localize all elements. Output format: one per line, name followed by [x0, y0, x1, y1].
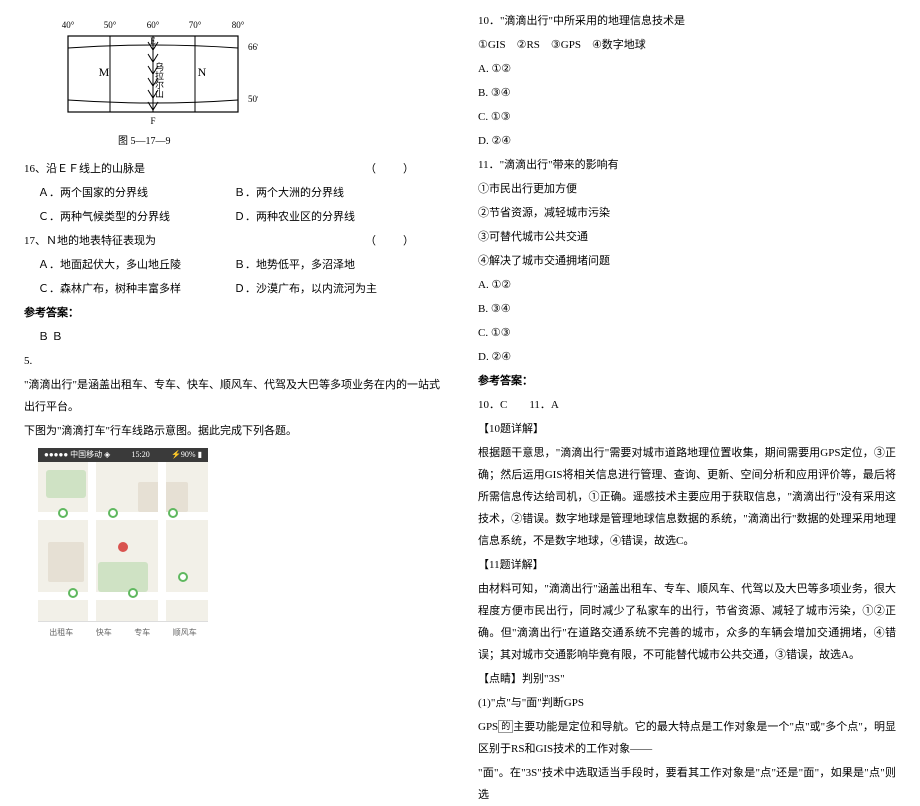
q17-text: 17、Ｎ地的地表特征表现为 — [24, 235, 156, 247]
exp10-head: 【10题详解】 — [478, 418, 896, 440]
status-mid: 15:20 — [132, 447, 150, 463]
tip-head: 【点睛】判别"3S" — [478, 668, 896, 690]
svg-text:80°: 80° — [232, 20, 245, 30]
q11-l3: ③可替代城市公共交通 — [478, 226, 896, 248]
q17-opt-d: Ｄ．沙漠广布，以内流河为主 — [234, 278, 442, 300]
q16-stem: 16、沿ＥＦ线上的山脉是 （ ） — [24, 158, 442, 180]
tip-sub: (1)"点"与"面"判断GPS — [478, 692, 896, 714]
map-body: 出租车 快车 专车 顺风车 — [38, 462, 208, 643]
q11-stem: 11．"滴滴出行"带来的影响有 — [478, 154, 896, 176]
q16-row-cd: Ｃ．两种气候类型的分界线 Ｄ．两种农业区的分界线 — [24, 206, 442, 228]
q10-opt-a: A. ①② — [478, 58, 896, 80]
q5-para1: "滴滴出行"是涵盖出租车、专车、快车、顺风车、代驾及大巴等多项业务在内的一站式出… — [24, 374, 442, 418]
q10-opts-nums: ①GIS ②RS ③GPS ④数字地球 — [478, 34, 896, 56]
q10-opt-b: B. ③④ — [478, 82, 896, 104]
tip-boxed-char: 的 — [498, 720, 513, 733]
svg-text:50°: 50° — [104, 20, 117, 30]
q17-opt-c: Ｃ．森林广布，树种丰富多样 — [24, 278, 234, 300]
figure-svg: 40° 50° 60° 70° 80° 66°34′ 50° E F M N 乌… — [48, 12, 258, 130]
svg-text:E: E — [150, 36, 156, 46]
q11-l2: ②节省资源，减轻城市污染 — [478, 202, 896, 224]
svg-text:N: N — [198, 65, 207, 79]
didi-map-screenshot: ●●●●● 中国移动 ◈ 15:20 ⚡90% ▮ 出租车 快车 专车 — [38, 448, 208, 643]
q11-opt-a: A. ①② — [478, 274, 896, 296]
status-left: ●●●●● 中国移动 ◈ — [44, 447, 110, 463]
svg-text:60°: 60° — [147, 20, 160, 30]
answer-label-2: 参考答案： — [478, 370, 896, 392]
q17-row-ab: Ａ．地面起伏大，多山地丘陵 Ｂ．地势低平，多沼泽地 — [24, 254, 442, 276]
q16-text: 16、沿ＥＦ线上的山脉是 — [24, 163, 145, 175]
exp11-head: 【11题详解】 — [478, 554, 896, 576]
answer-value-1: Ｂ Ｂ — [24, 326, 442, 348]
tip-body1-post: 主要功能是定位和导航。它的最大特点是工作对象是一个"点"或"多个点"，明显区别于… — [478, 721, 896, 755]
status-right: ⚡90% ▮ — [171, 447, 202, 463]
map-tab-1: 快车 — [96, 625, 112, 641]
svg-text:M: M — [99, 65, 110, 79]
q11-opt-b: B. ③④ — [478, 298, 896, 320]
exp10-body: 根据题干意思，"滴滴出行"需要对城市道路地理位置收集，期间需要用GPS定位，③正… — [478, 442, 896, 552]
q17-opt-a: Ａ．地面起伏大，多山地丘陵 — [24, 254, 234, 276]
q5-num: 5. — [24, 350, 442, 372]
lon-40: 40° — [62, 20, 75, 30]
q16-opt-d: Ｄ．两种农业区的分界线 — [234, 206, 442, 228]
map-tabs: 出租车 快车 专车 顺风车 — [38, 621, 208, 643]
svg-text:乌拉尔山: 乌拉尔山 — [154, 61, 164, 98]
q10-opt-c: C. ①③ — [478, 106, 896, 128]
svg-text:70°: 70° — [189, 20, 202, 30]
svg-text:F: F — [150, 116, 155, 126]
map-status-bar: ●●●●● 中国移动 ◈ 15:20 ⚡90% ▮ — [38, 448, 208, 462]
q17-stem: 17、Ｎ地的地表特征表现为 （ ） — [24, 230, 442, 252]
q11-l1: ①市民出行更加方便 — [478, 178, 896, 200]
q17-row-cd: Ｃ．森林广布，树种丰富多样 Ｄ．沙漠广布，以内流河为主 — [24, 278, 442, 300]
tip-body1: GPS的主要功能是定位和导航。它的最大特点是工作对象是一个"点"或"多个点"，明… — [478, 716, 896, 760]
q16-row-ab: Ａ．两个国家的分界线 Ｂ．两个大洲的分界线 — [24, 182, 442, 204]
q17-opt-b: Ｂ．地势低平，多沼泽地 — [234, 254, 442, 276]
q16-opt-c: Ｃ．两种气候类型的分界线 — [24, 206, 234, 228]
map-tab-2: 专车 — [134, 625, 150, 641]
q11-opt-d: D. ②④ — [478, 346, 896, 368]
q5-para2: 下图为"滴滴打车"行车线路示意图。据此完成下列各题。 — [24, 420, 442, 442]
q16-paren: （ ） — [365, 158, 422, 180]
answer-label-1: 参考答案： — [24, 302, 442, 324]
right-column: 10．"滴滴出行"中所采用的地理信息技术是 ①GIS ②RS ③GPS ④数字地… — [460, 0, 920, 651]
map-tab-0: 出租车 — [49, 625, 73, 641]
map-tab-3: 顺风车 — [173, 625, 197, 641]
tip-body2: "面"。在"3S"技术中选取适当手段时，要看其工作对象是"点"还是"面"，如果是… — [478, 762, 896, 806]
q11-opt-c: C. ①③ — [478, 322, 896, 344]
q11-l4: ④解决了城市交通拥堵问题 — [478, 250, 896, 272]
map-figure: 40° 50° 60° 70° 80° 66°34′ 50° E F M N 乌… — [48, 12, 442, 152]
tip-body1-pre: GPS — [478, 721, 498, 733]
figure-caption: 图 5—17—9 — [118, 132, 442, 152]
q10-opt-d: D. ②④ — [478, 130, 896, 152]
left-column: 40° 50° 60° 70° 80° 66°34′ 50° E F M N 乌… — [0, 0, 460, 651]
svg-text:50°: 50° — [248, 94, 258, 104]
answer-value-2: 10．C 11．A — [478, 394, 896, 416]
svg-text:66°34′: 66°34′ — [248, 42, 258, 52]
q17-paren: （ ） — [365, 230, 422, 252]
exp11-body: 由材料可知，"滴滴出行"涵盖出租车、专车、顺风车、代驾以及大巴等多项业务，很大程… — [478, 578, 896, 666]
q16-opt-b: Ｂ．两个大洲的分界线 — [234, 182, 442, 204]
q10-stem: 10．"滴滴出行"中所采用的地理信息技术是 — [478, 10, 896, 32]
q16-opt-a: Ａ．两个国家的分界线 — [24, 182, 234, 204]
